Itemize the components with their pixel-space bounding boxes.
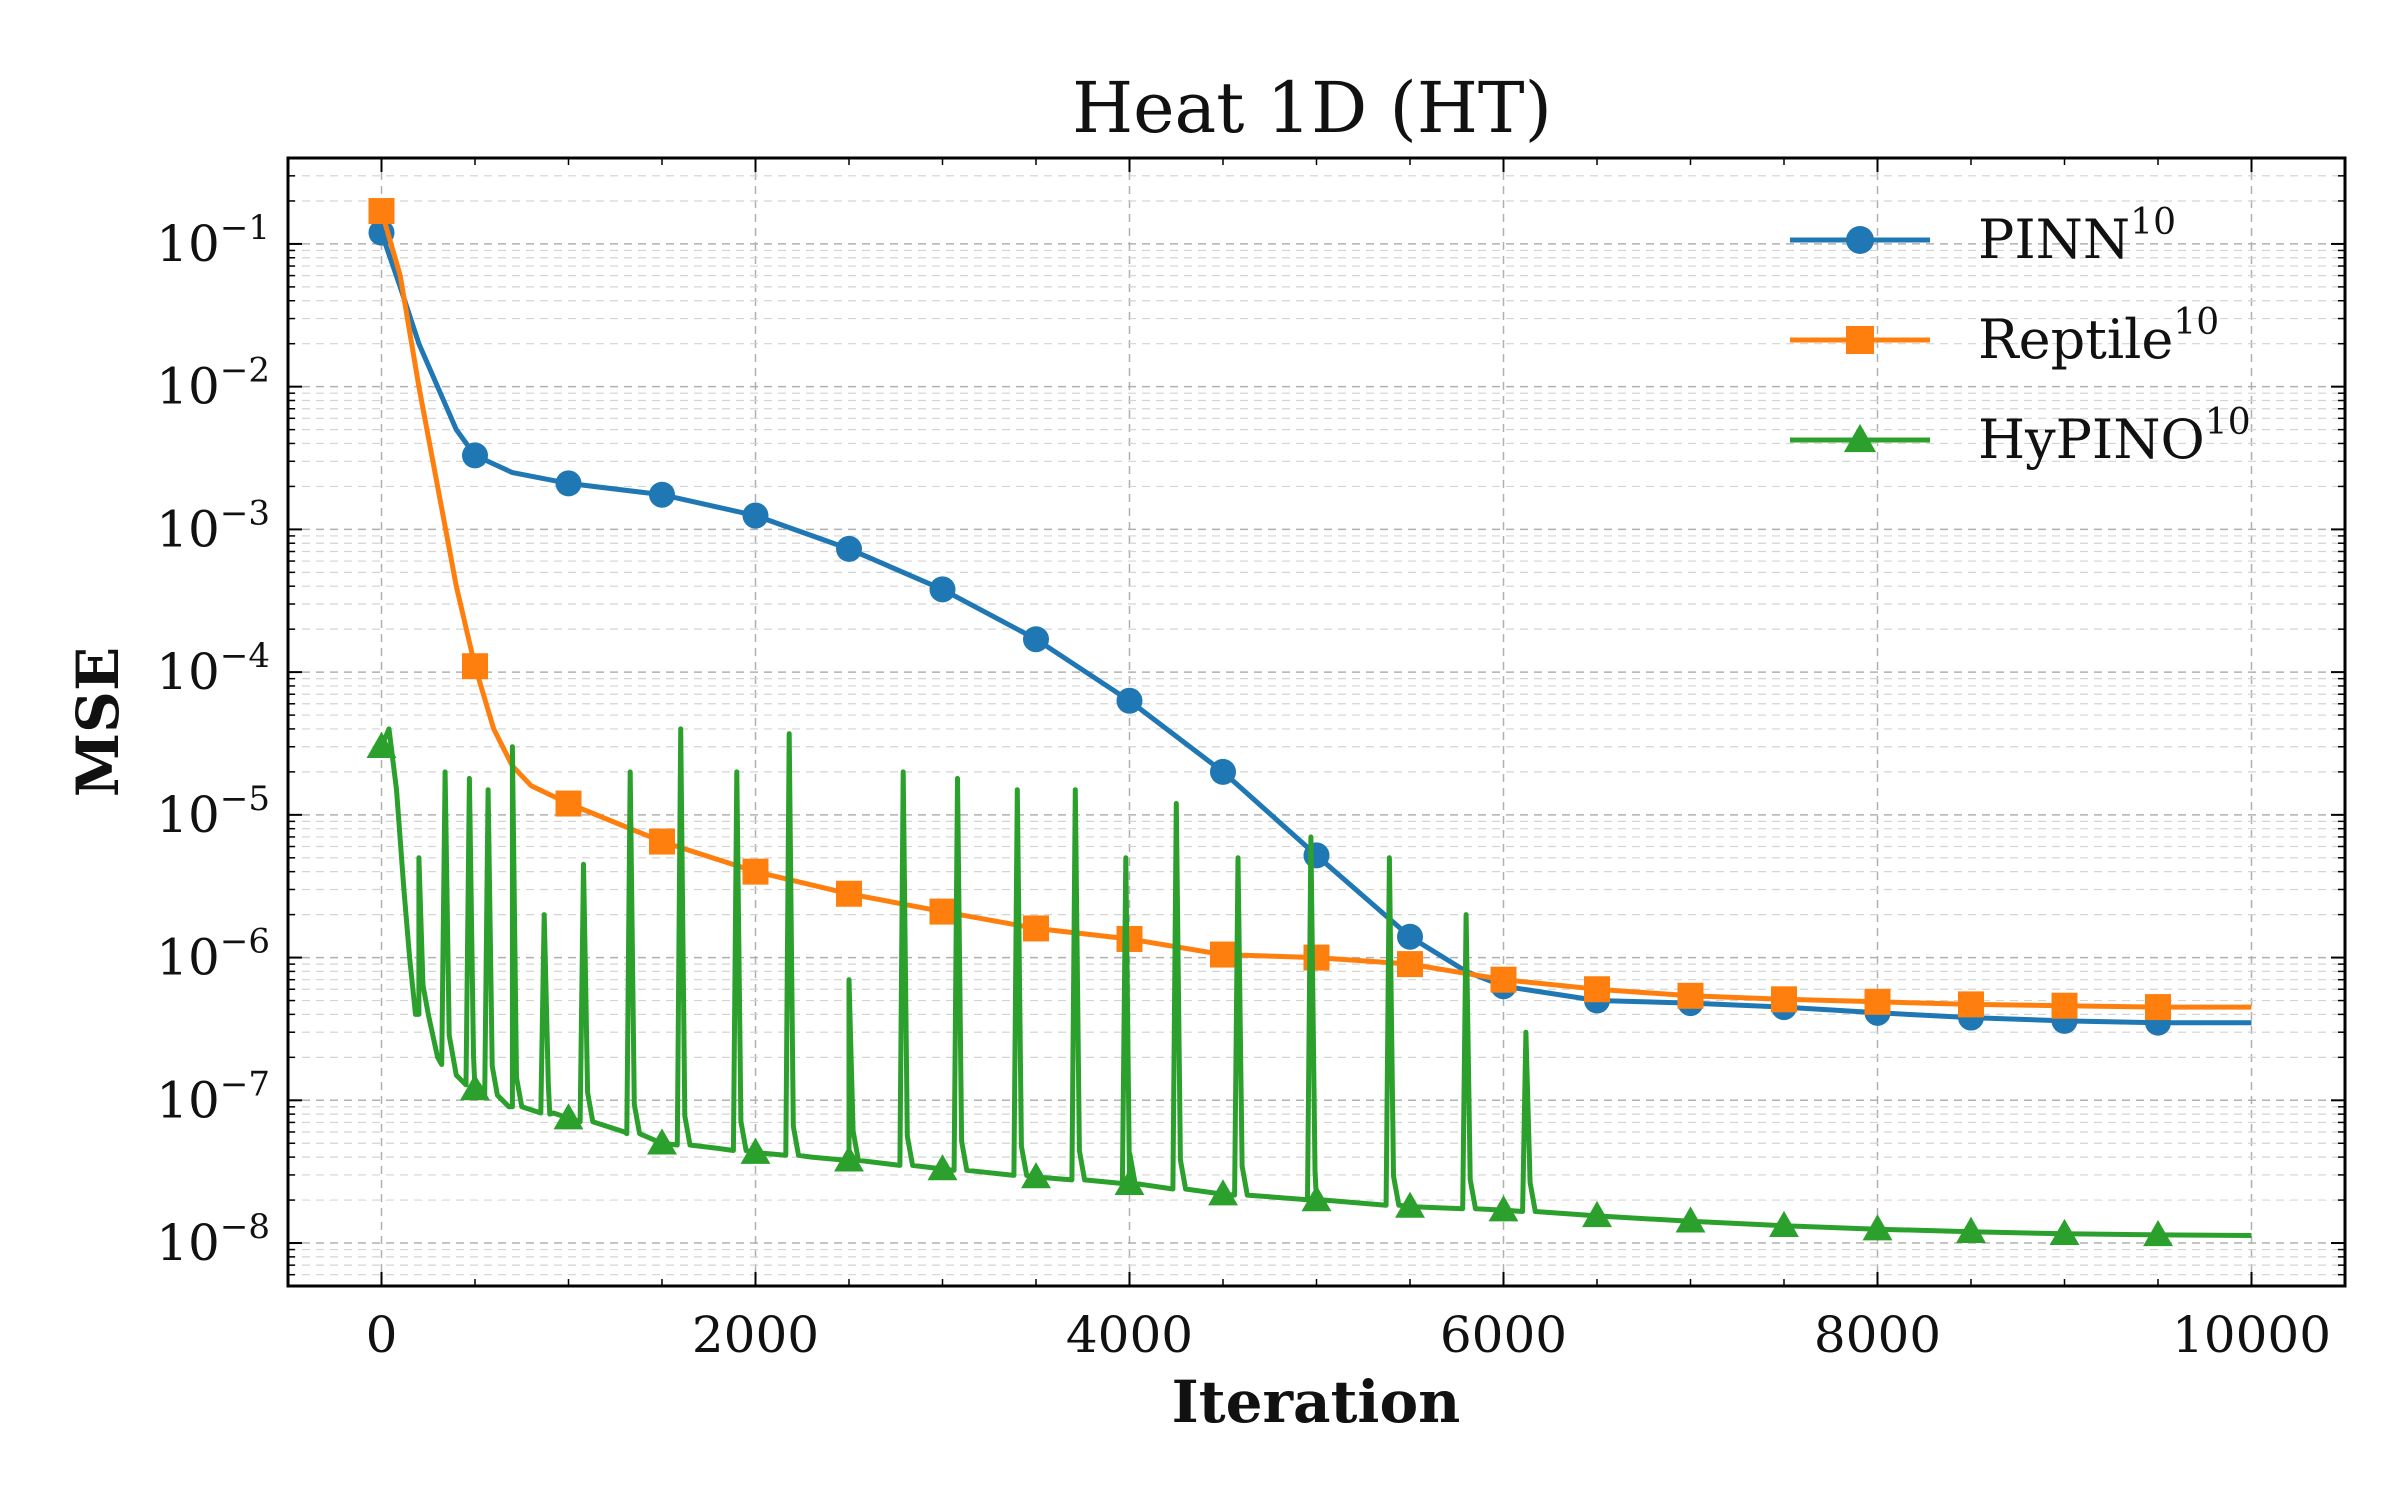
data-point-pinn <box>742 502 769 529</box>
data-point-hypino <box>1769 1210 1799 1238</box>
data-point-hypino <box>1395 1191 1425 1218</box>
chart-title: Heat 1D (HT) <box>1072 67 1552 149</box>
y-tick-label: 10−6 <box>156 922 270 987</box>
data-point-pinn <box>836 535 862 562</box>
data-point-reptile <box>1677 982 1704 1009</box>
data-point-pinn <box>929 576 956 603</box>
legend-entry-hypino: HyPINO10 <box>1790 402 2251 471</box>
legend-label: Reptile10 <box>1978 302 2219 371</box>
x-tick-label: 2000 <box>692 1306 819 1364</box>
series-line-reptile <box>379 210 2252 1010</box>
data-point-hypino <box>1114 1168 1145 1196</box>
legend-swatch-marker <box>1843 423 1877 453</box>
data-point-pinn <box>1210 758 1236 785</box>
data-point-hypino <box>1956 1216 1986 1243</box>
x-axis-label: Iteration <box>1172 1368 1461 1436</box>
data-point-pinn <box>1397 923 1423 950</box>
data-point-reptile <box>929 898 956 925</box>
data-point-reptile <box>1958 991 1984 1018</box>
y-tick-label: 10−1 <box>156 208 270 273</box>
series-hypino <box>366 726 2252 1247</box>
y-axis-label: MSE <box>64 647 132 797</box>
data-point-hypino <box>553 1103 584 1130</box>
data-point-pinn <box>649 481 675 508</box>
data-point-hypino <box>740 1137 771 1164</box>
data-point-pinn <box>1116 687 1143 714</box>
data-point-pinn <box>1303 842 1330 869</box>
data-point-hypino <box>1208 1179 1238 1206</box>
y-tick-label: 10−7 <box>156 1064 270 1129</box>
data-point-reptile <box>555 790 582 817</box>
data-point-hypino <box>1675 1206 1706 1233</box>
y-tick-label: 10−5 <box>156 779 270 844</box>
data-point-reptile <box>742 858 769 885</box>
y-tick-label: 10−2 <box>156 351 270 416</box>
data-point-hypino <box>1488 1195 1519 1222</box>
data-point-reptile <box>1584 976 1610 1003</box>
y-tick-label: 10−3 <box>156 493 270 558</box>
data-point-reptile <box>2145 994 2171 1021</box>
data-point-hypino <box>647 1128 677 1155</box>
y-tick-label: 10−8 <box>156 1207 270 1272</box>
data-point-reptile <box>1397 951 1423 978</box>
axis-ticks: 0 2000 4000 6000 8000 10000 10−8 10−7 10−6 10−5 10… <box>156 158 2345 1364</box>
data-point-reptile <box>649 828 675 855</box>
legend: PINN10 Reptile10 HyPINO10 <box>1790 202 2251 471</box>
data-point-reptile <box>836 880 862 907</box>
x-tick-label: 0 <box>366 1306 398 1364</box>
series-layer <box>366 198 2252 1247</box>
legend-swatch-marker <box>1846 226 1874 254</box>
data-point-pinn <box>462 442 488 469</box>
data-point-reptile <box>1771 986 1797 1013</box>
data-point-hypino <box>834 1145 864 1172</box>
legend-label: HyPINO10 <box>1978 402 2251 471</box>
legend-label: PINN10 <box>1978 202 2176 271</box>
grid-lines <box>288 158 2345 1286</box>
series-reptile <box>368 198 2252 1021</box>
data-point-reptile <box>1116 925 1143 952</box>
data-point-pinn <box>1023 626 1049 653</box>
legend-swatch-marker <box>1846 326 1874 354</box>
data-point-reptile <box>1490 966 1517 993</box>
data-point-hypino <box>460 1074 490 1101</box>
x-tick-label: 8000 <box>1814 1306 1941 1364</box>
data-point-hypino <box>1862 1214 1893 1241</box>
data-point-hypino <box>366 731 397 758</box>
y-tick-label: 10−4 <box>156 636 270 701</box>
data-point-hypino <box>927 1154 958 1181</box>
data-point-hypino <box>1021 1162 1051 1189</box>
data-point-reptile <box>368 198 395 225</box>
data-point-reptile <box>1864 988 1891 1015</box>
data-point-hypino <box>2143 1219 2173 1247</box>
data-point-reptile <box>462 653 488 680</box>
data-point-reptile <box>1023 915 1049 942</box>
x-tick-label: 10000 <box>2172 1306 2331 1364</box>
data-point-hypino <box>2049 1218 2080 1246</box>
data-point-reptile <box>2051 992 2078 1019</box>
data-point-reptile <box>1210 941 1236 968</box>
x-tick-label: 6000 <box>1440 1306 1567 1364</box>
series-pinn <box>368 219 2252 1036</box>
data-point-hypino <box>1582 1200 1612 1228</box>
legend-entry-pinn: PINN10 <box>1790 202 2176 271</box>
data-point-hypino <box>1301 1185 1332 1212</box>
data-point-pinn <box>555 470 582 497</box>
x-tick-label: 4000 <box>1066 1306 1193 1364</box>
legend-entry-reptile: Reptile10 <box>1790 302 2219 371</box>
